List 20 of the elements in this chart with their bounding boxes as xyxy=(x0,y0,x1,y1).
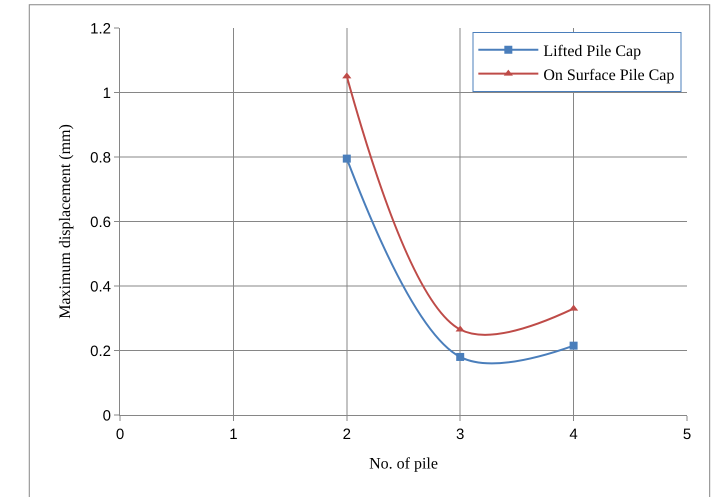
legend-label: On Surface Pile Cap xyxy=(543,66,674,84)
y-tick-label: 0.8 xyxy=(90,149,111,166)
x-tick-label: 1 xyxy=(229,426,238,443)
point xyxy=(570,342,578,350)
y-axis-title: Maximum displacement (mm) xyxy=(57,124,74,319)
y-tick-label: 1 xyxy=(102,84,111,102)
point xyxy=(456,352,464,361)
y-tick-label: 0 xyxy=(102,407,111,424)
x-tick-label: 3 xyxy=(456,426,464,443)
y-tick-label: 0.2 xyxy=(90,342,111,360)
x-axis-title: No. of pile xyxy=(369,456,438,473)
legend-label: Lifted Pile Cap xyxy=(543,43,642,60)
x-tick-label: 4 xyxy=(569,426,578,443)
y-tick-label: 0.4 xyxy=(90,278,111,296)
x-tick-label: 5 xyxy=(682,426,692,443)
point xyxy=(342,154,351,163)
x-tick-label: 0 xyxy=(116,426,124,443)
y-tick-label: 0.6 xyxy=(90,214,111,231)
y-tick-label: 1.2 xyxy=(90,20,111,38)
x-tick-label: 2 xyxy=(342,426,351,443)
